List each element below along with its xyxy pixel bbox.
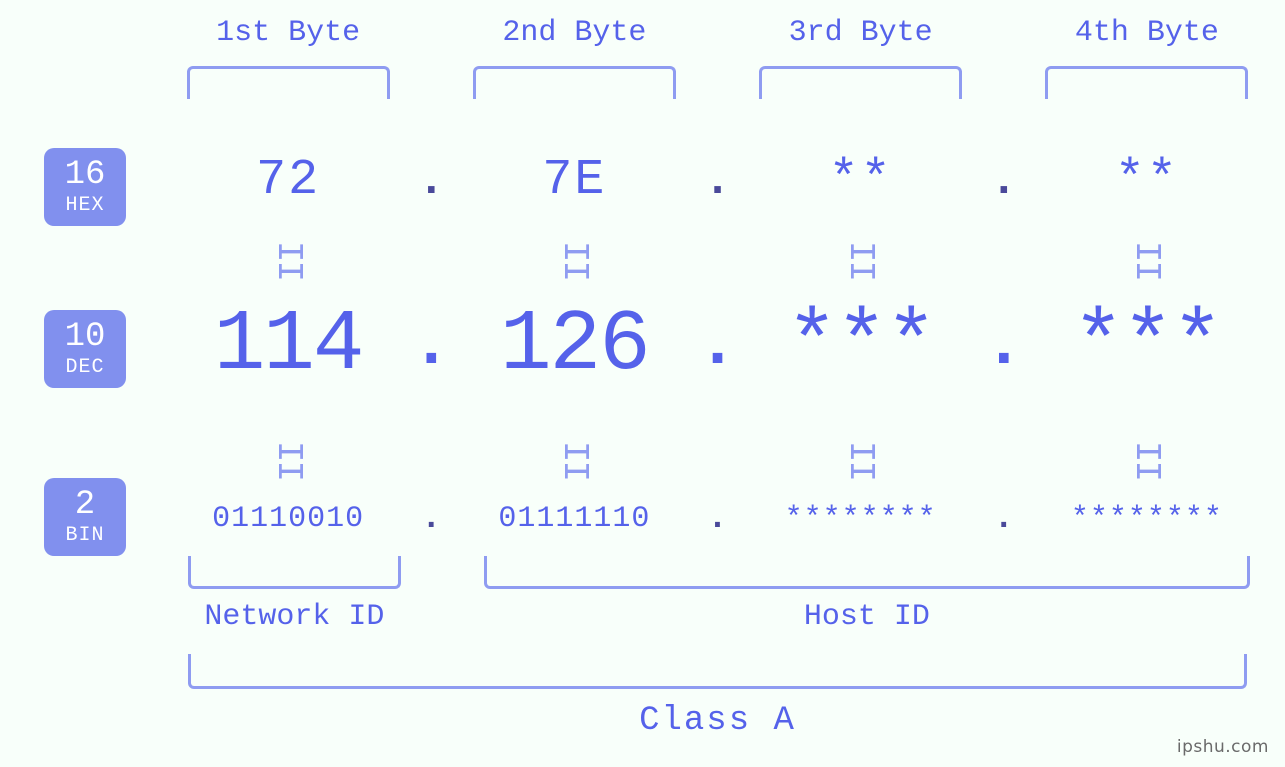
bin-byte-2: 01111110 — [498, 502, 650, 536]
byte-title-3: 3rd Byte — [789, 16, 933, 50]
byte-bracket-1 — [187, 66, 390, 99]
network-bracket — [188, 556, 401, 589]
eq-icon: II — [840, 241, 881, 280]
eq-icon: II — [268, 241, 309, 280]
class-bracket — [188, 654, 1247, 689]
dec-byte-1: 114 — [214, 296, 363, 394]
bin-row: 01110010 . 01111110 . ******** . *******… — [168, 500, 1267, 538]
hex-dot-2: . — [704, 155, 732, 207]
hex-byte-4: ** — [1115, 152, 1179, 209]
bin-dot-1: . — [421, 500, 441, 538]
hex-badge-num: 16 — [65, 158, 106, 192]
dec-dot-2: . — [697, 307, 738, 384]
byte-bracket-3 — [759, 66, 962, 99]
network-host-brackets — [168, 556, 1267, 589]
host-id-label: Host ID — [467, 600, 1267, 634]
dec-byte-3: *** — [786, 296, 935, 394]
bin-badge-num: 2 — [75, 488, 95, 522]
base-badges-column: 16 HEX 10 DEC 2 BIN — [44, 0, 126, 767]
byte-titles-row: 1st Byte 2nd Byte 3rd Byte 4th Byte — [168, 16, 1267, 50]
eq-icon: II — [268, 441, 309, 480]
class-label: Class A — [168, 702, 1267, 740]
bin-byte-4: ******** — [1071, 502, 1223, 536]
byte-bracket-2 — [473, 66, 676, 99]
byte-title-2: 2nd Byte — [502, 16, 646, 50]
bytes-area: 1st Byte 2nd Byte 3rd Byte 4th Byte 72 .… — [168, 0, 1267, 767]
eq-icon: II — [1126, 441, 1167, 480]
dec-badge-num: 10 — [65, 320, 106, 354]
watermark: ipshu.com — [1177, 737, 1269, 757]
eq-icon: II — [840, 441, 881, 480]
byte-title-1: 1st Byte — [216, 16, 360, 50]
dec-row: 114 . 126 . *** . *** — [168, 296, 1267, 394]
dec-badge: 10 DEC — [44, 310, 126, 388]
bin-dot-2: . — [707, 500, 727, 538]
hex-dot-1: . — [417, 155, 445, 207]
dec-dot-3: . — [983, 307, 1024, 384]
hex-row: 72 . 7E . ** . ** — [168, 152, 1267, 209]
network-id-label: Network ID — [168, 600, 421, 634]
dec-byte-4: *** — [1072, 296, 1221, 394]
eq-icon: II — [554, 241, 595, 280]
host-bracket — [484, 556, 1250, 589]
bin-badge: 2 BIN — [44, 478, 126, 556]
byte-brackets-top — [168, 66, 1267, 99]
network-host-labels: Network ID Host ID — [168, 600, 1267, 634]
hex-byte-2: 7E — [542, 152, 606, 209]
hex-badge-txt: HEX — [65, 196, 104, 216]
eq-icon: II — [1126, 241, 1167, 280]
equals-row-top: II II II II — [168, 240, 1267, 281]
eq-icon: II — [554, 441, 595, 480]
dec-byte-2: 126 — [500, 296, 649, 394]
dec-dot-1: . — [411, 307, 452, 384]
bin-byte-3: ******** — [785, 502, 937, 536]
hex-byte-3: ** — [829, 152, 893, 209]
bin-byte-1: 01110010 — [212, 502, 364, 536]
byte-bracket-4 — [1045, 66, 1248, 99]
equals-row-bottom: II II II II — [168, 440, 1267, 481]
dec-badge-txt: DEC — [65, 358, 104, 378]
hex-badge: 16 HEX — [44, 148, 126, 226]
bin-dot-3: . — [994, 500, 1014, 538]
hex-byte-1: 72 — [256, 152, 320, 209]
byte-title-4: 4th Byte — [1075, 16, 1219, 50]
hex-dot-3: . — [990, 155, 1018, 207]
bin-badge-txt: BIN — [65, 526, 104, 546]
